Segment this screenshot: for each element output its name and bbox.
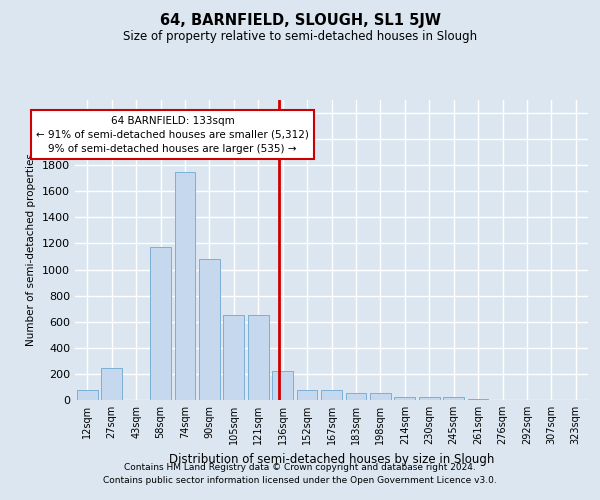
Bar bbox=[248, 315, 269, 400]
Bar bbox=[101, 368, 122, 400]
X-axis label: Distribution of semi-detached houses by size in Slough: Distribution of semi-detached houses by … bbox=[169, 452, 494, 466]
Bar bbox=[443, 398, 464, 400]
Bar bbox=[419, 398, 440, 400]
Bar bbox=[467, 399, 488, 400]
Bar bbox=[175, 172, 196, 400]
Text: 64, BARNFIELD, SLOUGH, SL1 5JW: 64, BARNFIELD, SLOUGH, SL1 5JW bbox=[160, 12, 440, 28]
Text: Contains public sector information licensed under the Open Government Licence v3: Contains public sector information licen… bbox=[103, 476, 497, 485]
Bar bbox=[394, 398, 415, 400]
Bar bbox=[223, 314, 244, 400]
Bar bbox=[346, 394, 367, 400]
Text: Size of property relative to semi-detached houses in Slough: Size of property relative to semi-detach… bbox=[123, 30, 477, 43]
Text: Contains HM Land Registry data © Crown copyright and database right 2024.: Contains HM Land Registry data © Crown c… bbox=[124, 462, 476, 471]
Y-axis label: Number of semi-detached properties: Number of semi-detached properties bbox=[26, 154, 37, 346]
Text: 64 BARNFIELD: 133sqm
← 91% of semi-detached houses are smaller (5,312)
9% of sem: 64 BARNFIELD: 133sqm ← 91% of semi-detac… bbox=[36, 116, 309, 154]
Bar bbox=[150, 246, 171, 400]
Bar bbox=[370, 394, 391, 400]
Bar bbox=[321, 390, 342, 400]
Bar bbox=[199, 259, 220, 400]
Bar bbox=[272, 372, 293, 400]
Bar bbox=[77, 390, 98, 400]
Bar bbox=[296, 390, 317, 400]
